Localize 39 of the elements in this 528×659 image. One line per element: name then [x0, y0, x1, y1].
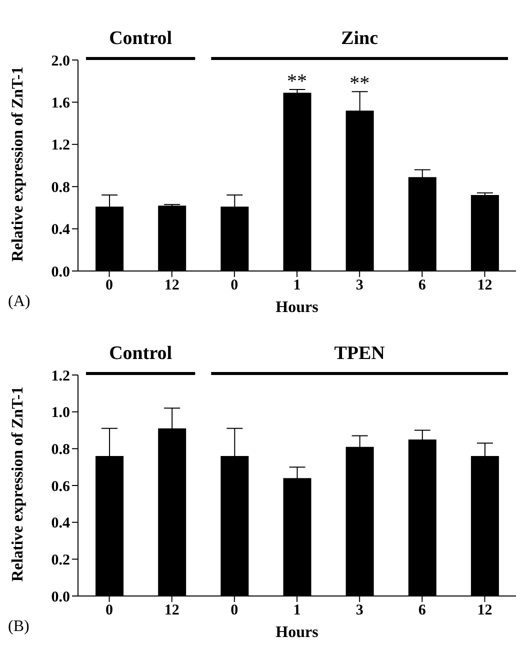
x-axis-title: Hours	[274, 299, 320, 317]
y-axis-title: Relative expression of ZnT-1	[10, 66, 28, 262]
x-tick-label: 12	[164, 602, 180, 619]
x-tick-label: 0	[230, 278, 238, 294]
y-tick-label: 0.8	[51, 180, 70, 196]
y-tick-label: 0.4	[51, 516, 70, 532]
text: (B)	[8, 618, 30, 636]
y-tick-label: 1.6	[51, 96, 70, 112]
x-tick-label: 0	[106, 602, 114, 619]
y-tick-label: 2.0	[51, 53, 70, 70]
x-tick-label: 3	[356, 602, 364, 619]
y-tick-label: 1.0	[51, 405, 70, 422]
x-tick-label: 1	[293, 602, 301, 619]
y-tick-label: 0.8	[51, 442, 70, 458]
text: TPEN	[334, 343, 386, 364]
y-tick-label: 0.0	[51, 589, 70, 606]
x-tick-label: 12	[477, 278, 492, 294]
y-tick-label: 0.4	[51, 222, 70, 238]
y-tick-label: 0.6	[51, 478, 70, 495]
x-tick-label: 1	[293, 278, 301, 294]
x-tick-label: 3	[356, 278, 364, 294]
y-tick-label: 0.2	[51, 552, 70, 568]
y-axis-title: Relative expression of ZnT-1	[10, 386, 28, 582]
annotation: **	[350, 72, 370, 95]
y-tick-label: 0.0	[51, 264, 70, 280]
y-tick-label: 1.2	[51, 138, 70, 154]
text: Control	[109, 343, 172, 364]
x-tick-label: 0	[230, 602, 238, 619]
text: (A)	[8, 293, 30, 311]
x-tick-label: 6	[418, 602, 426, 619]
x-tick-label: 12	[477, 602, 492, 619]
x-tick-label: 6	[418, 278, 426, 294]
annotation: **	[287, 70, 307, 93]
y-tick-label: 1.2	[51, 368, 70, 384]
x-axis-title: Hours	[274, 624, 320, 642]
x-tick-label: 0	[106, 278, 114, 294]
text: Zinc	[341, 28, 378, 49]
x-tick-label: 12	[164, 278, 180, 294]
text: Control	[109, 28, 172, 49]
